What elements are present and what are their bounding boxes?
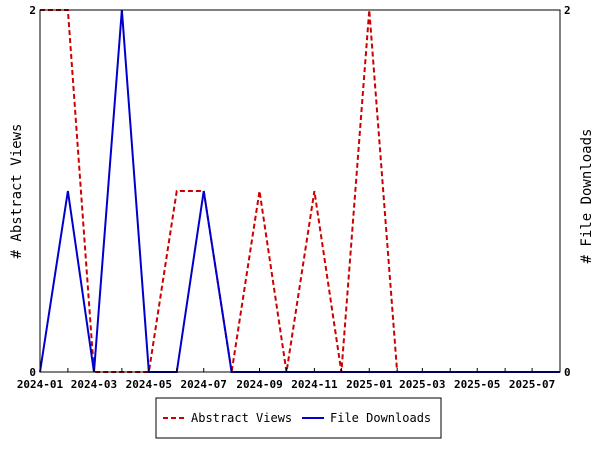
series-line-file-downloads xyxy=(39,9,560,373)
x-tick-label: 2025-07 xyxy=(509,378,555,391)
x-tick-label: 2025-01 xyxy=(346,378,393,391)
x-tick-label: 2025-05 xyxy=(454,378,500,391)
legend: Abstract Views File Downloads xyxy=(155,397,442,439)
plot-area-border xyxy=(39,9,561,373)
x-tick-label: 2024-05 xyxy=(126,378,172,391)
x-tick-label: 2024-11 xyxy=(291,378,338,391)
series-line-abstract-views xyxy=(40,9,399,373)
y-axis-title-left: # Abstract Views xyxy=(9,124,25,259)
series-lines xyxy=(39,9,560,373)
y-tick-label-left: 2 xyxy=(29,4,36,17)
x-tick-label: 2024-01 xyxy=(17,378,64,391)
x-tick-label: 2025-03 xyxy=(399,378,445,391)
x-tick-label: 2024-03 xyxy=(71,378,117,391)
y-tick-label-right: 2 xyxy=(564,4,571,17)
y-tick-label-left: 0 xyxy=(29,366,36,379)
x-tick-label: 2024-09 xyxy=(236,378,282,391)
axis-ticks: 2024-01 2024-03 2024-05 2024-07 2024-09 2024-… xyxy=(17,4,571,391)
legend-box xyxy=(155,397,442,439)
legend-label-file-downloads: File Downloads xyxy=(330,411,431,425)
legend-label-abstract-views: Abstract Views xyxy=(191,411,292,425)
y-axis-title-right: # File Downloads xyxy=(579,129,595,264)
y-tick-label-right: 0 xyxy=(564,366,571,379)
x-tick-label: 2024-07 xyxy=(181,378,227,391)
